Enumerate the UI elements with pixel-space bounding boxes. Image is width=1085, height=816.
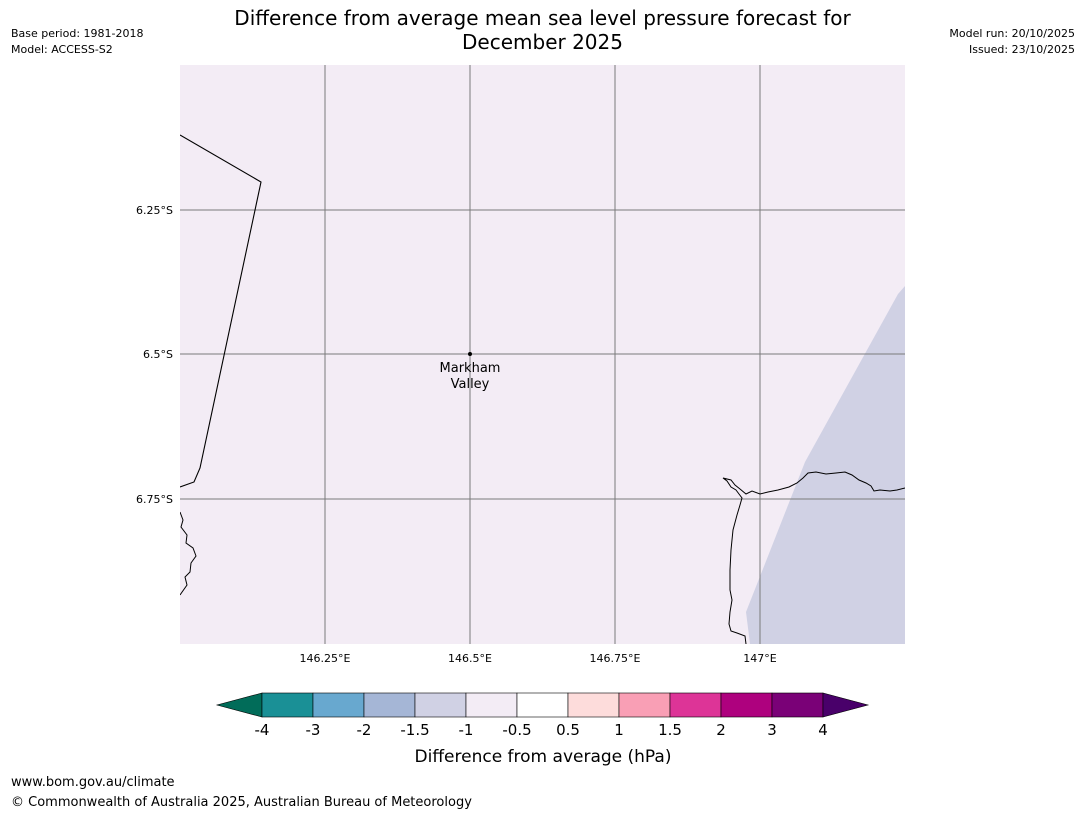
- header-right-meta: Model run: 20/10/2025 Issued: 23/10/2025: [949, 26, 1075, 58]
- place-label-line-2: Valley: [451, 377, 490, 392]
- colorbar: -4 -3 -2 -1.5 -1 -0.5 0.5 1 1.5 2 3 4 Di…: [215, 692, 870, 767]
- base-period-text: Base period: 1981-2018: [11, 27, 144, 40]
- lon-tick-label: 146.5°E: [448, 652, 492, 665]
- place-marker: [468, 352, 472, 356]
- lat-tick-label: 6.5°S: [143, 348, 173, 361]
- colorbar-segment: [363, 692, 416, 718]
- colorbar-segment: [414, 692, 467, 718]
- model-run-text: Model run: 20/10/2025: [949, 27, 1075, 40]
- lon-tick-label: 146.25°E: [300, 652, 351, 665]
- colorbar-tick-label: 1: [614, 721, 624, 739]
- coastline-west: [180, 511, 197, 596]
- colorbar-segment: [771, 692, 824, 718]
- colorbar-tick-label: -1: [459, 721, 474, 739]
- colorbar-label: Difference from average (hPa): [415, 747, 672, 767]
- colorbar-segment: [261, 692, 314, 718]
- colorbar-tick-label: -2: [357, 721, 372, 739]
- footer-url: www.bom.gov.au/climate: [11, 775, 175, 790]
- colorbar-tick-label: -3: [306, 721, 321, 739]
- colorbar-segment: [720, 692, 773, 718]
- title-line-2: December 2025: [462, 30, 623, 54]
- model-text: Model: ACCESS-S2: [11, 43, 113, 56]
- page-title: Difference from average mean sea level p…: [180, 6, 905, 54]
- boundary-line: [180, 134, 262, 488]
- colorbar-segment: [669, 692, 722, 718]
- colorbar-segment: [465, 692, 518, 718]
- footer-copyright: © Commonwealth of Australia 2025, Austra…: [11, 795, 472, 810]
- colorbar-tick-label: 3: [767, 721, 777, 739]
- colorbar-extend-high: [822, 692, 870, 718]
- colorbar-segment: [312, 692, 365, 718]
- coastline-huon-gulf: [722, 471, 905, 644]
- colorbar-tick-label: 1.5: [658, 721, 682, 739]
- title-line-1: Difference from average mean sea level p…: [234, 6, 851, 30]
- lon-tick-label: 147°E: [743, 652, 776, 665]
- colorbar-tick-label: -0.5: [502, 721, 531, 739]
- issued-text: Issued: 23/10/2025: [968, 43, 1075, 56]
- colorbar-tick-label: -4: [255, 721, 270, 739]
- colorbar-tick-label: 4: [818, 721, 828, 739]
- lat-tick-label: 6.25°S: [136, 204, 173, 217]
- colorbar-segment: [516, 692, 569, 718]
- colorbar-extend-low: [215, 692, 263, 718]
- colorbar-tick-label: -1.5: [400, 721, 429, 739]
- colorbar-tick-label: 0.5: [556, 721, 580, 739]
- colorbar-segment: [618, 692, 671, 718]
- lat-tick-label: 6.75°S: [136, 493, 173, 506]
- header-left-meta: Base period: 1981-2018 Model: ACCESS-S2: [11, 26, 143, 58]
- colorbar-segment: [567, 692, 620, 718]
- lon-tick-label: 146.75°E: [590, 652, 641, 665]
- place-label-line-1: Markham: [440, 361, 501, 376]
- colorbar-tick-label: 2: [716, 721, 726, 739]
- anomaly-region: [746, 286, 905, 644]
